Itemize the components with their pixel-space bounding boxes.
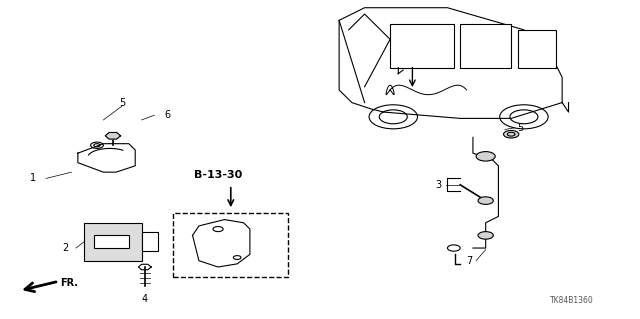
- Circle shape: [476, 152, 495, 161]
- Bar: [141, 232, 157, 251]
- Text: 7: 7: [467, 256, 473, 266]
- Text: 4: 4: [141, 293, 148, 304]
- Bar: [173, 213, 288, 277]
- Text: 5: 5: [119, 98, 125, 108]
- Circle shape: [478, 232, 493, 239]
- Bar: [84, 223, 141, 261]
- Text: 6: 6: [164, 110, 170, 120]
- Bar: [518, 30, 556, 68]
- Bar: [460, 24, 511, 68]
- Text: TK84B1360: TK84B1360: [550, 296, 594, 305]
- Bar: [94, 235, 129, 248]
- Circle shape: [504, 130, 519, 138]
- Polygon shape: [105, 132, 120, 139]
- Text: B-13-30: B-13-30: [194, 170, 242, 180]
- Text: 3: 3: [435, 180, 441, 190]
- Text: FR.: FR.: [60, 278, 78, 288]
- Bar: [390, 24, 454, 68]
- Text: 2: 2: [62, 243, 68, 253]
- Circle shape: [478, 197, 493, 204]
- Text: 5: 5: [518, 123, 524, 133]
- Text: 1: 1: [30, 174, 36, 183]
